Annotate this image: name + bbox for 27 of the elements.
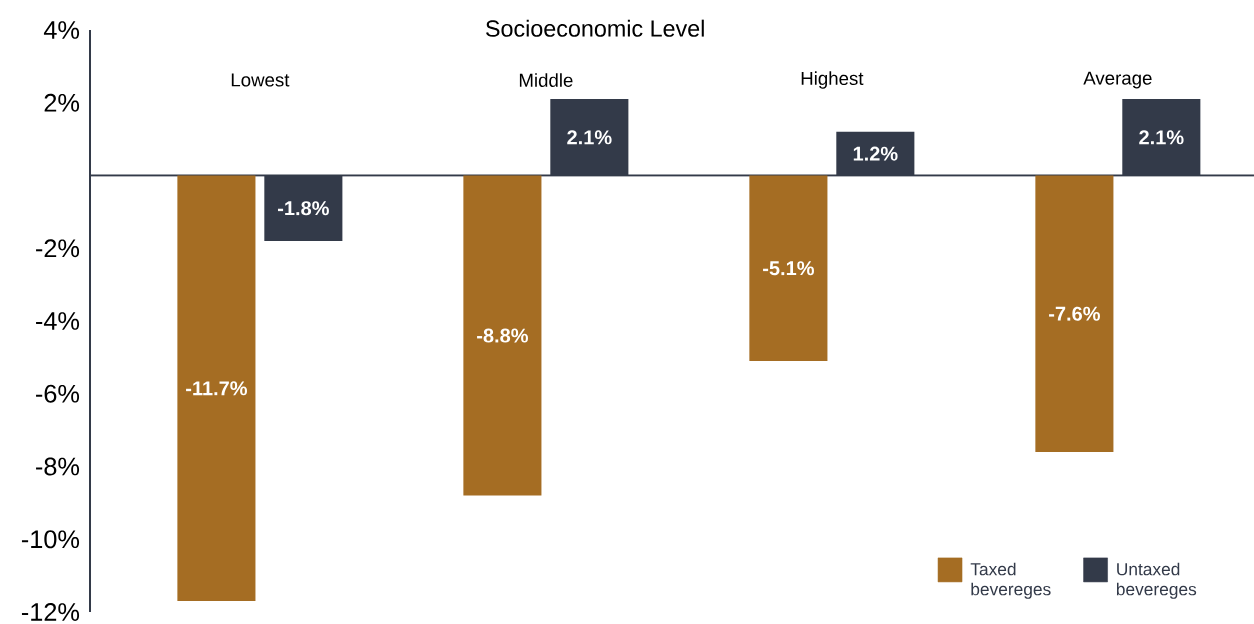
legend-label: Untaxed bevereges	[1116, 562, 1197, 599]
x-tick-label: Lowest	[231, 73, 290, 87]
data-label: -8.8%	[477, 328, 528, 343]
x-axis-title: Socioeconomic Level	[486, 19, 704, 37]
data-label: -7.6%	[1049, 306, 1100, 321]
bar	[749, 175, 828, 361]
y-tick-label: -2%	[36, 239, 80, 258]
y-tick-label: -6%	[36, 384, 80, 403]
y-tick-label: -4%	[36, 312, 80, 330]
bar	[463, 175, 542, 496]
y-tick-label: -10%	[21, 530, 80, 549]
y-tick-label: -8%	[36, 457, 80, 476]
bar	[177, 175, 256, 602]
y-tick-label: -12%	[21, 603, 80, 621]
data-label: -5.1%	[763, 261, 814, 276]
data-label: 1.2%	[853, 146, 898, 161]
y-tick-label: 4%	[43, 21, 80, 39]
data-label: -11.7%	[186, 381, 248, 396]
data-label: -1.8%	[278, 201, 329, 216]
legend-label: Taxed bevereges	[970, 562, 1051, 599]
data-label: 2.1%	[1139, 130, 1184, 145]
x-tick-label: Average	[1083, 71, 1152, 89]
y-tick-label: 2%	[44, 93, 80, 112]
x-tick-label: Middle	[519, 73, 573, 87]
x-tick-label: Highest	[801, 71, 864, 89]
bar	[1035, 175, 1114, 452]
data-label: 2.1%	[567, 130, 612, 145]
